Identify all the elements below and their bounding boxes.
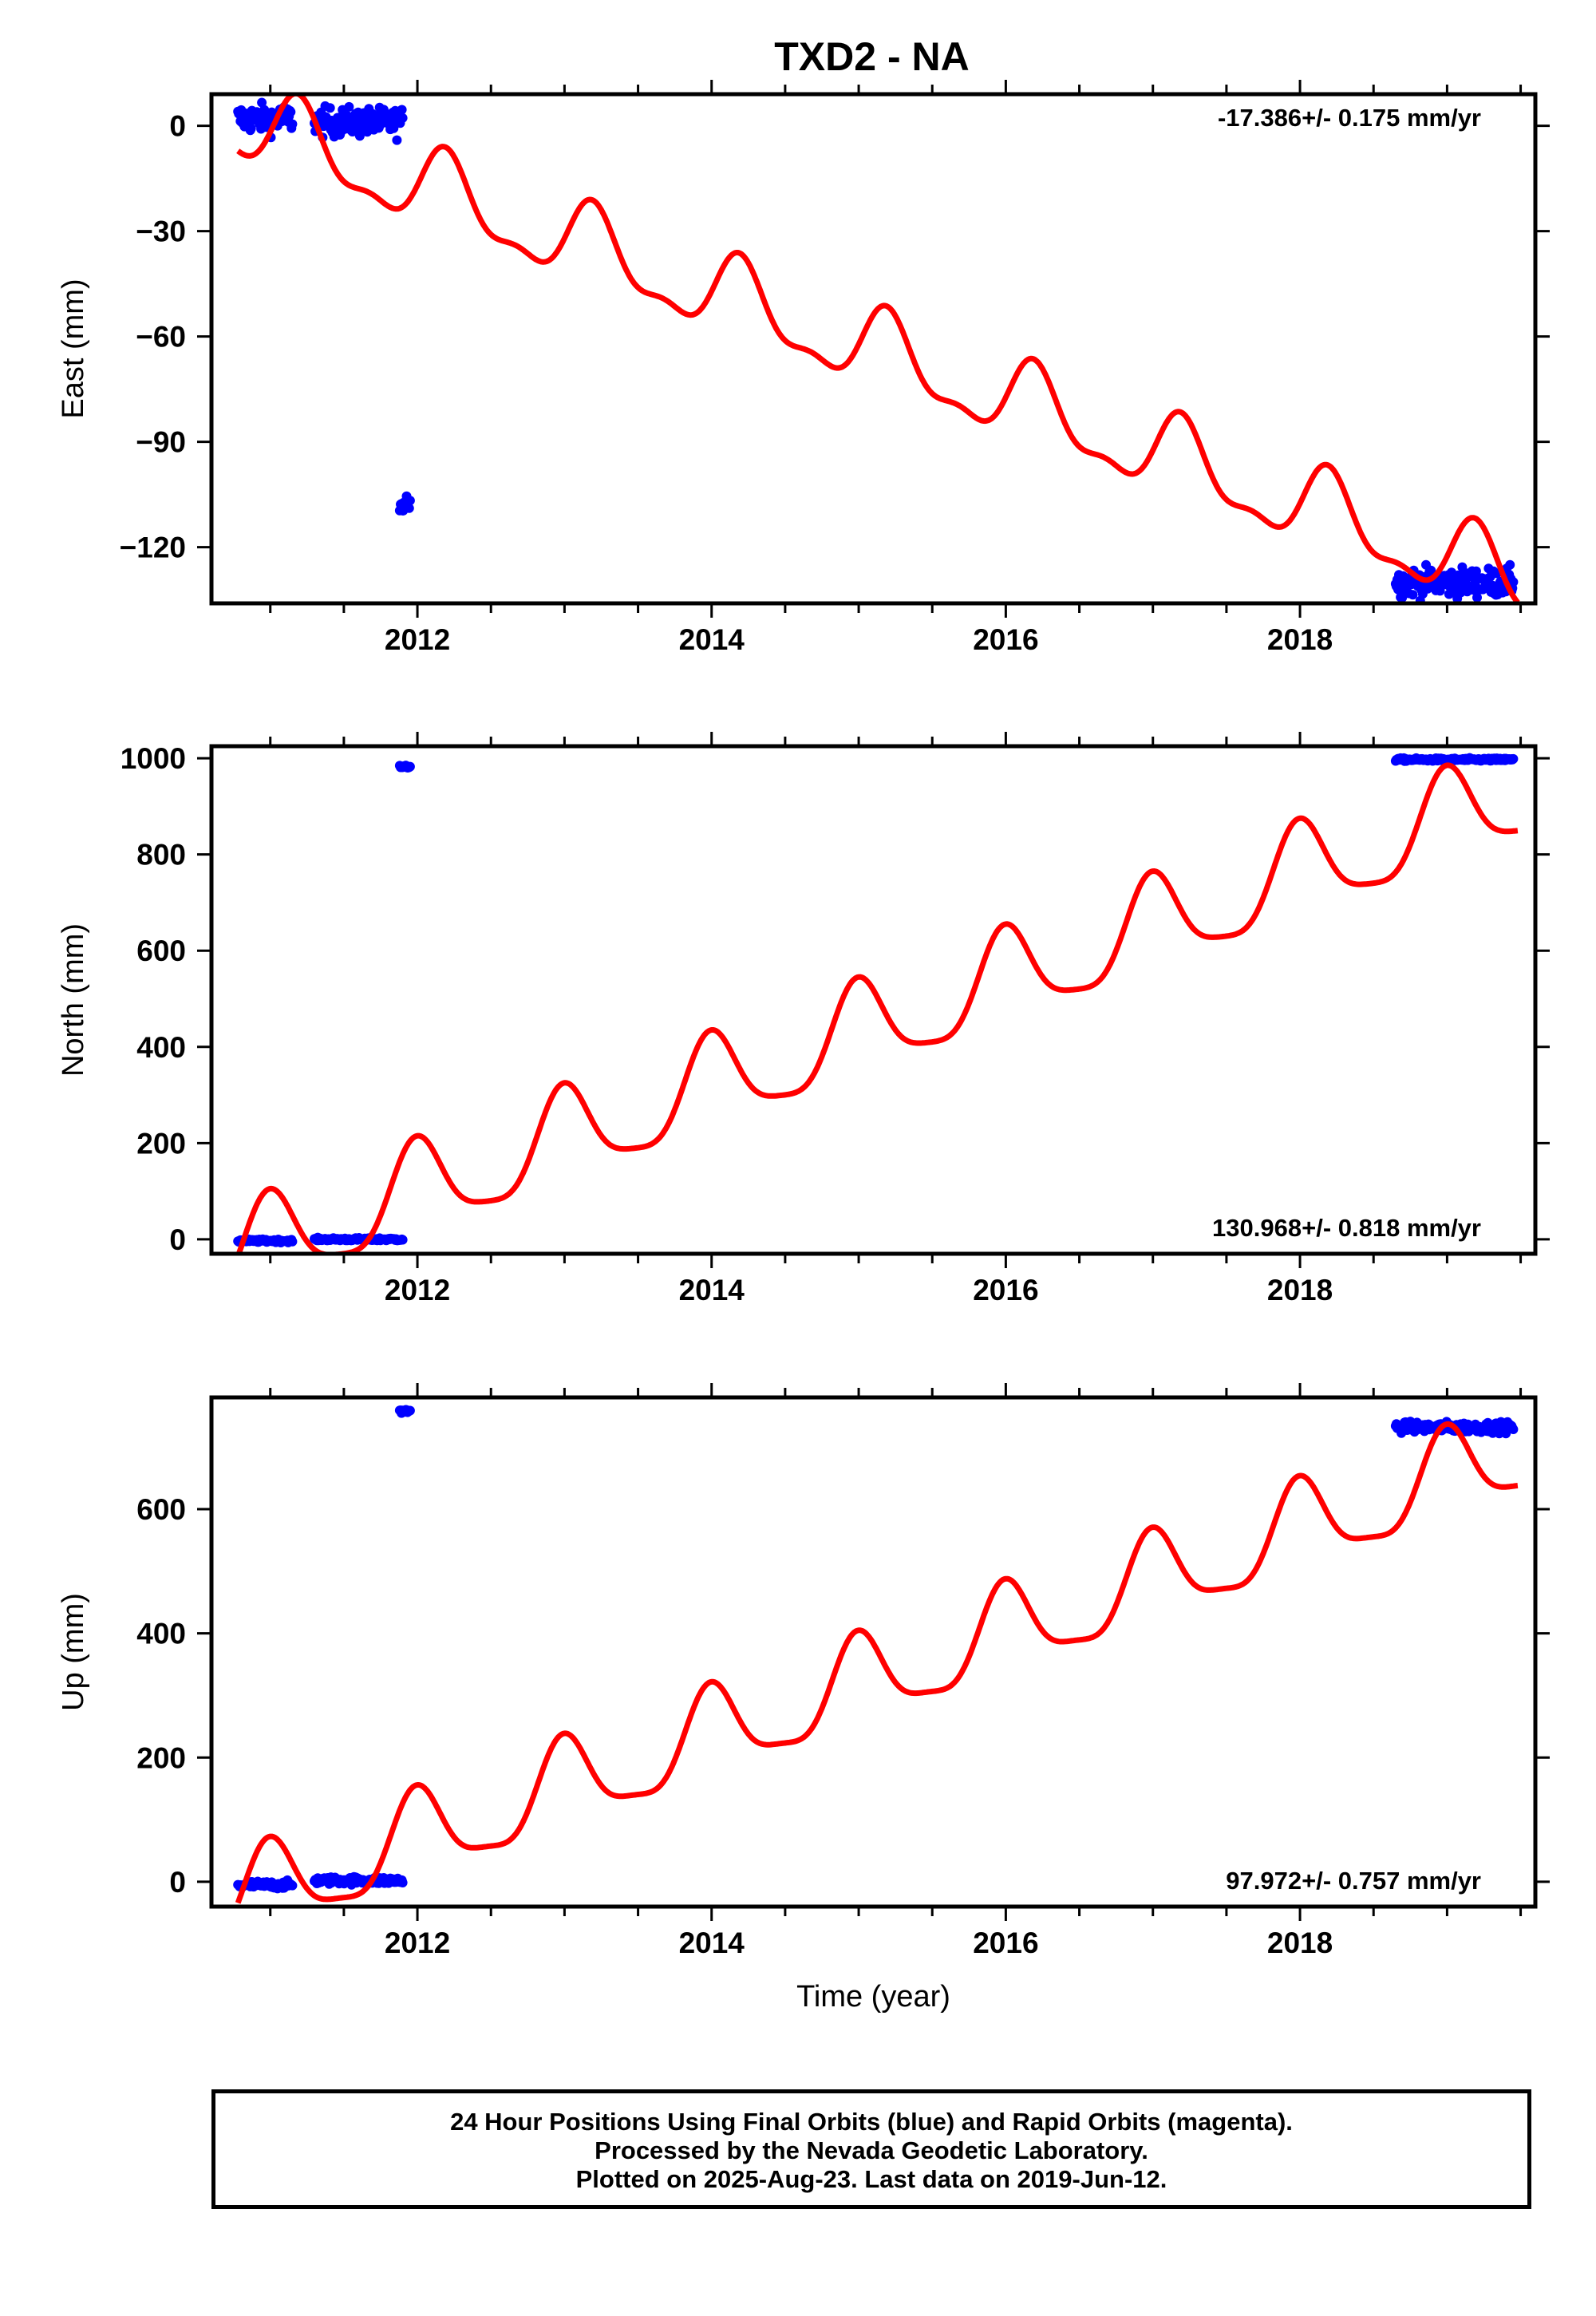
y-tick-label: −120 [120,532,186,564]
data-point [1508,577,1519,587]
x-tick-label: 2014 [679,623,745,656]
rate-annotation: 97.972+/- 0.757 mm/yr [1226,1867,1481,1895]
y-tick-label: 0 [169,110,186,143]
panel-3: 2012 2014 2016 2018 0 200 400 600 Up (mm) Time (y… [57,1383,1550,2014]
data-point [404,503,414,513]
data-point [389,123,399,133]
plot-frame [209,744,1538,1256]
data-point [287,119,298,129]
y-tick-label: 200 [136,1741,186,1774]
y-axis-label: North (mm) [57,923,90,1077]
data-point [1505,559,1515,570]
y-tick-label: −30 [136,215,186,248]
x-tick-label: 2012 [385,1927,450,1959]
time-series-plots: 2012 2014 2016 2018 0 −30 −60 −90 −120 East (mm) -… [57,80,1550,2014]
y-tick-label: 600 [136,935,186,967]
y-tick-label: 0 [169,1866,186,1899]
x-tick-label: 2012 [385,1274,450,1306]
y-tick-label: 400 [136,1618,186,1650]
x-tick-label: 2014 [679,1274,745,1306]
y-tick-label: 0 [169,1223,186,1256]
data-point [392,135,402,145]
y-axis-label: Up (mm) [57,1593,90,1711]
footer-line-3: Plotted on 2025-Aug-23. Last data on 201… [575,2165,1167,2193]
plot-frame [209,1395,1538,1909]
chart-title: TXD2 - NA [774,34,970,79]
data-point [287,1236,298,1247]
model-curve [236,94,1520,603]
footer-line-2: Processed by the Nevada Geodetic Laborat… [595,2136,1148,2164]
y-tick-label: 600 [136,1493,186,1526]
data-point [344,101,354,112]
data-point [397,105,407,115]
y-tick-label: 400 [136,1031,186,1064]
data-point [246,124,256,133]
x-tick-label: 2016 [973,623,1038,656]
data-point [405,761,415,772]
x-tick-label: 2012 [385,623,450,656]
data-point [405,1405,415,1416]
plot-area [233,753,1519,1254]
data-point [397,1878,408,1887]
footer-line-1: 24 Hour Positions Using Final Orbits (bl… [450,2108,1293,2136]
data-point [1508,1425,1519,1434]
y-tick-label: 200 [136,1127,186,1160]
data-point [1408,590,1418,600]
rate-annotation: -17.386+/- 0.175 mm/yr [1218,104,1481,132]
y-tick-label: −60 [136,321,186,354]
x-tick-label: 2016 [973,1927,1038,1959]
panel-2: 2012 2014 2016 2018 0 200 400 600 800 1000 North (… [57,732,1550,1306]
x-tick-label: 2018 [1267,623,1333,656]
x-tick-label: 2014 [679,1927,745,1959]
y-axis-label: East (mm) [57,279,90,418]
model-curve [235,1421,1519,1904]
data-point [325,103,335,113]
data-point [405,496,415,506]
data-point [397,113,408,123]
data-point [397,1235,408,1245]
data-point [286,107,296,117]
y-tick-label: −90 [136,426,186,459]
footer-box: 24 Hour Positions Using Final Orbits (bl… [211,2089,1531,2209]
plot-frame [209,92,1538,606]
data-point [257,97,267,108]
plot-area [233,1405,1519,1904]
x-tick-label: 2018 [1267,1927,1333,1959]
data-point [1508,753,1519,764]
data-point [287,1880,298,1891]
rate-annotation: 130.968+/- 0.818 mm/yr [1212,1214,1481,1242]
panel-1: 2012 2014 2016 2018 0 −30 −60 −90 −120 East (mm) -… [57,80,1550,656]
y-tick-label: 800 [136,839,186,871]
plot-area [233,94,1520,603]
x-axis-label: Time (year) [796,1980,950,2014]
x-tick-label: 2016 [973,1274,1038,1306]
data-point [1472,592,1482,603]
x-tick-label: 2018 [1267,1274,1333,1306]
y-tick-label: 1000 [120,742,186,775]
model-curve [235,762,1519,1254]
